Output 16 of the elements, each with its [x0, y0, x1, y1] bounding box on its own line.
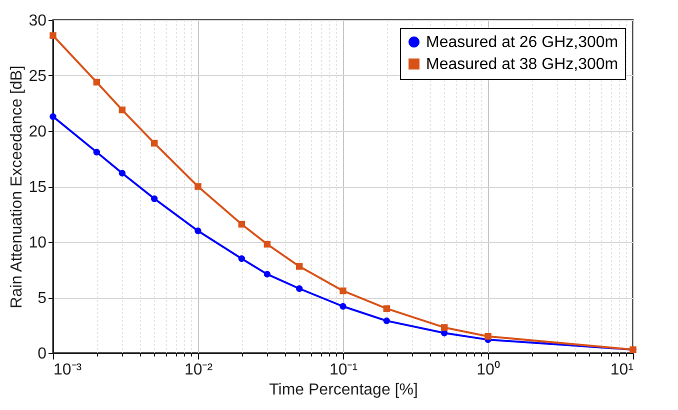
x-tick-label: 10⁰ — [476, 360, 500, 378]
y-tick-label: 25 — [28, 68, 47, 85]
x-tick-label: 10⁻³ — [54, 362, 82, 378]
y-axis-title: Rain Attenuation Exceedance [dB] — [8, 66, 26, 308]
y-tick-label: 20 — [28, 124, 47, 140]
x-tick-label: 10¹ — [610, 362, 634, 378]
x-tick-label: 10⁻¹ — [329, 362, 358, 378]
y-tick-label: 15 — [28, 179, 47, 196]
legend-label: Measured at 26 GHz,300m — [426, 34, 618, 51]
y-tick-label: 30 — [28, 12, 47, 30]
y-tick-label: 10 — [28, 234, 47, 252]
y-tick-label: 0 — [38, 346, 47, 362]
y-tick-label: 5 — [38, 290, 47, 307]
legend-label: Measured at 38 GHz,300m — [426, 56, 618, 73]
x-tick-label: 10⁻² — [184, 362, 214, 378]
x-axis-title: Time Percentage [%] — [269, 382, 418, 398]
